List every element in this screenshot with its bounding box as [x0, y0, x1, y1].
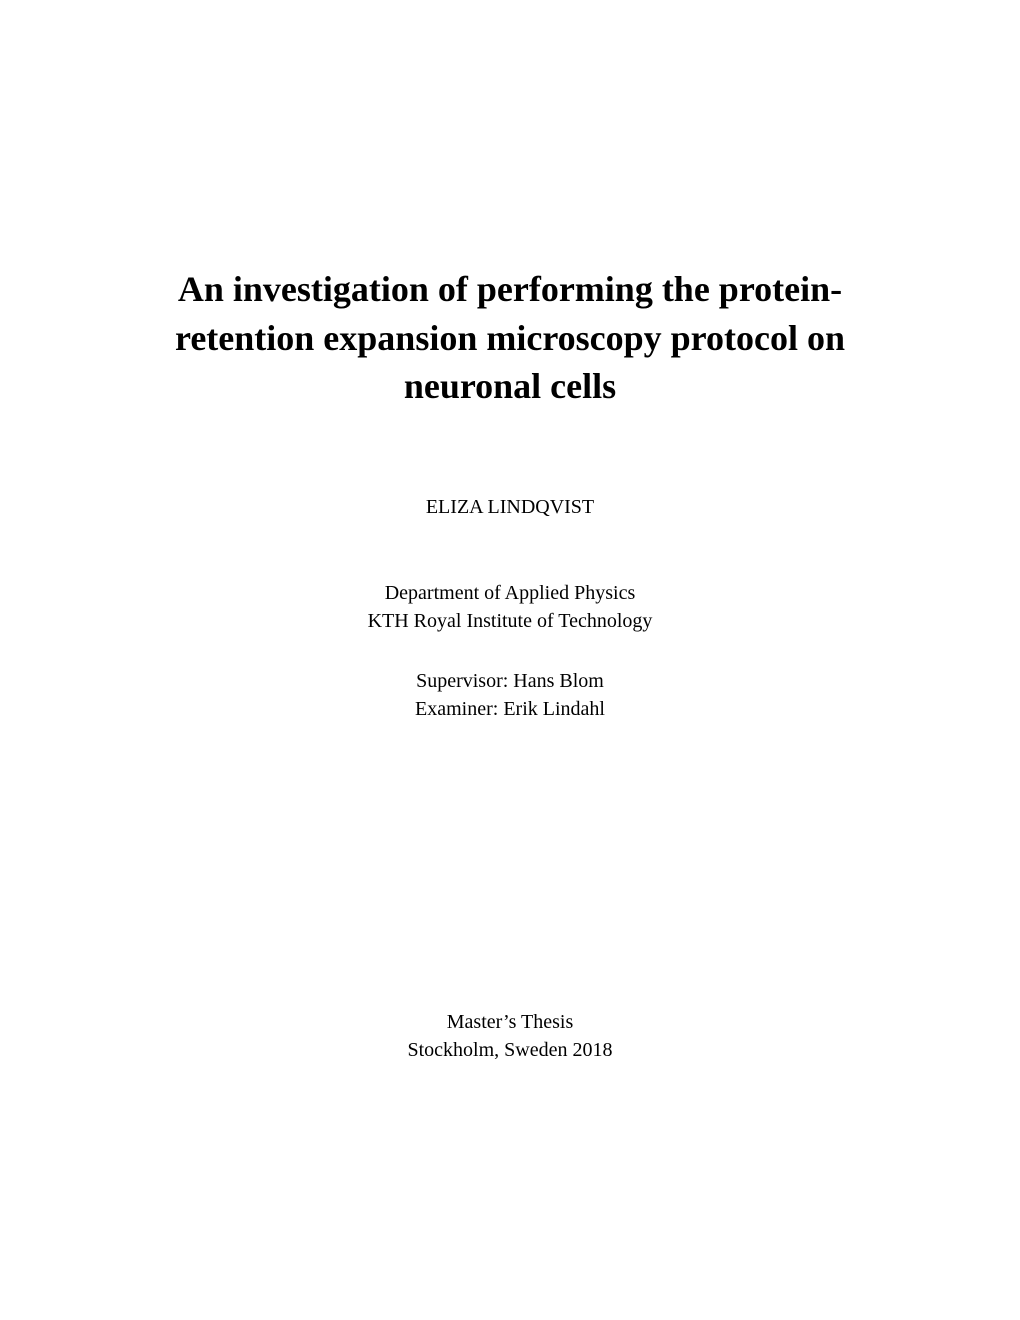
supervisor-line: Supervisor: Hans Blom	[415, 667, 605, 695]
author-block: ELIZA LINDQVIST	[426, 496, 594, 519]
department-line-2: KTH Royal Institute of Technology	[368, 607, 653, 635]
thesis-location: Stockholm, Sweden 2018	[408, 1036, 613, 1064]
thesis-type: Master’s Thesis	[408, 1008, 613, 1036]
title-line-3: neuronal cells	[175, 362, 845, 411]
title-line-1: An investigation of performing the prote…	[175, 265, 845, 314]
title-block: An investigation of performing the prote…	[175, 265, 845, 411]
thesis-block: Master’s Thesis Stockholm, Sweden 2018	[408, 1008, 613, 1064]
title-line-2: retention expansion microscopy protocol …	[175, 314, 845, 363]
roles-block: Supervisor: Hans Blom Examiner: Erik Lin…	[415, 667, 605, 723]
author-name: ELIZA LINDQVIST	[426, 496, 594, 519]
department-line-1: Department of Applied Physics	[368, 579, 653, 607]
department-block: Department of Applied Physics KTH Royal …	[368, 579, 653, 635]
examiner-line: Examiner: Erik Lindahl	[415, 695, 605, 723]
